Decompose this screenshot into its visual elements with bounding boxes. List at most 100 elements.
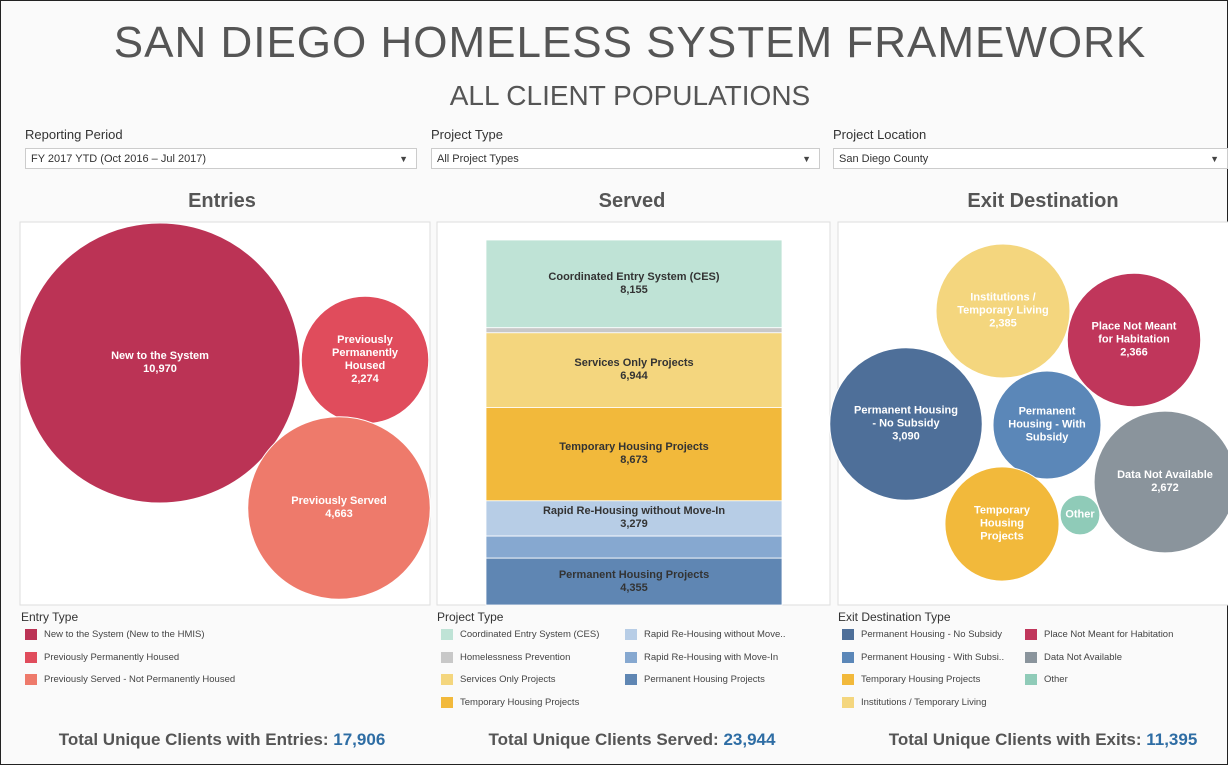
value-label: 2,672 [1151,482,1179,494]
mark-label: Temporary Housing Projects [973,504,1031,543]
mark-label: Permanent Housing - No Subsidy [854,404,958,430]
value-label: 2,366 [1120,346,1148,359]
bubble-label: Permanent Housing - No Subsidy 3,090 [851,405,962,444]
legend-label: Previously Served - Not Permanently Hous… [44,674,236,686]
legend-title: Entry Type [21,610,79,624]
legend-label: Temporary Housing Projects [460,697,580,709]
filter-dropdown[interactable]: All Project Types ▼ [431,148,820,169]
bubble [944,466,1060,582]
value-label: 2,274 [351,373,379,385]
legend-label: Homelessness Prevention [460,652,571,664]
chart-title: Entries [188,190,256,212]
legend-swatch [25,629,37,640]
total-label: Total Unique Clients Served: [488,730,719,749]
legend-item: Rapid Re-Housing without Move.. [625,629,786,640]
legend-swatch [25,652,37,663]
mark-label: Permanent Housing Projects [558,568,710,581]
legend-swatch [625,629,637,640]
legend-item: Rapid Re-Housing with Move-In [625,652,778,663]
legend-label: Previously Permanently Housed [44,652,180,664]
legend-swatch [1025,652,1037,663]
legend-item: Permanent Housing Projects [625,674,765,685]
mark-label: New to the System [111,350,209,362]
bubble-label: Place Not Meant for Habitation 2,366 [1086,321,1183,360]
legend-item: Services Only Projects [441,674,556,685]
bar-segment [485,407,783,502]
bubble [1059,494,1101,536]
legend-label: Rapid Re-Housing without Move.. [644,629,786,641]
filter-label: Project Location [833,127,927,142]
dropdown-arrow: ▼ [1210,154,1219,164]
filter-dropdown[interactable]: San Diego County ▼ [833,148,1228,169]
chart-title: Exit Destination [967,190,1119,212]
legend-swatch [842,652,854,663]
filter-dropdown[interactable]: FY 2017 YTD (Oct 2016 – Jul 2017) ▼ [25,148,417,169]
mark-label: Temporary Housing Projects [559,441,709,454]
segment-label: Permanent Housing Projects 4,355 [489,569,779,595]
legend-item: Previously Permanently Housed [25,652,179,663]
legend-item: Institutions / Temporary Living [842,697,987,708]
value-label: 8,155 [620,283,648,296]
legend-swatch [625,674,637,685]
value-label: 3,090 [892,430,920,443]
legend-swatch [625,652,637,663]
legend-swatch [842,697,854,708]
bubble-label: Previously Permanently Housed 2,274 [319,334,411,386]
bubble-label: Previously Served 4,663 [273,495,405,521]
legend-swatch [1025,629,1037,640]
value-label: 4,663 [325,508,353,520]
total-value: 23,944 [723,730,776,749]
legend-label: Data Not Available [1044,652,1122,664]
bubble [992,370,1102,480]
bar-segment [485,332,783,408]
legend-label: Permanent Housing - No Subsidy [861,629,1002,641]
filter-label: Reporting Period [25,127,123,142]
total: Total Unique Clients with Exits: 11,395 [889,730,1198,750]
value-label: 4,355 [620,581,648,594]
segment-label: Rapid Re-Housing without Move-In 3,279 [489,505,779,531]
legend-item: New to the System (New to the HMIS) [25,629,205,640]
legend-label: Place Not Meant for Habitation [1044,629,1174,641]
bubble [247,416,431,600]
bubble-label: Other [1060,509,1100,522]
bar-segment [485,500,783,537]
legend-label: Rapid Re-Housing with Move-In [644,652,779,664]
total-value: 11,395 [1146,730,1198,749]
legend-item: Homelessness Prevention [441,652,570,663]
legend-label: New to the System (New to the HMIS) [44,629,205,641]
total-value: 17,906 [333,730,386,749]
mark-label: Other [1065,508,1095,521]
legend-swatch [441,697,453,708]
mark-label: Permanent Housing - With Subsidy [1008,405,1086,444]
mark-label: Coordinated Entry System (CES) [548,270,720,283]
legend-swatch [842,674,854,685]
bubble [1093,410,1228,554]
filter-value: All Project Types [437,153,519,165]
legend-title: Exit Destination Type [838,610,951,624]
bubble [19,222,301,504]
dropdown-arrow: ▼ [399,154,408,164]
value-label: 6,944 [620,370,648,383]
bar-segment [485,239,783,329]
legend-label: Coordinated Entry System (CES) [460,629,600,641]
legend-label: Permanent Housing Projects [644,674,765,686]
total: Total Unique Clients with Entries: 17,90… [59,730,386,750]
bar-segment [485,535,783,559]
legend-swatch [842,629,854,640]
total-label: Total Unique Clients with Entries: [58,730,329,749]
legend-label: Temporary Housing Projects [861,674,981,686]
mark-label: Institutions / Temporary Living [957,291,1049,317]
segment-label: Coordinated Entry System (CES) 8,155 [489,271,779,297]
legend-label: Permanent Housing - With Subsi.. [861,652,1005,664]
dropdown-arrow: ▼ [802,154,811,164]
legend-swatch [441,629,453,640]
value-label: 10,970 [143,363,177,375]
bubble-label: Permanent Housing - With Subsidy [1008,406,1086,445]
legend-swatch [1025,674,1037,685]
legend-item: Temporary Housing Projects [842,674,980,685]
total: Total Unique Clients Served: 23,944 [489,730,776,750]
mark-label: Data Not Available [1117,469,1213,481]
filter-value: San Diego County [839,153,929,165]
